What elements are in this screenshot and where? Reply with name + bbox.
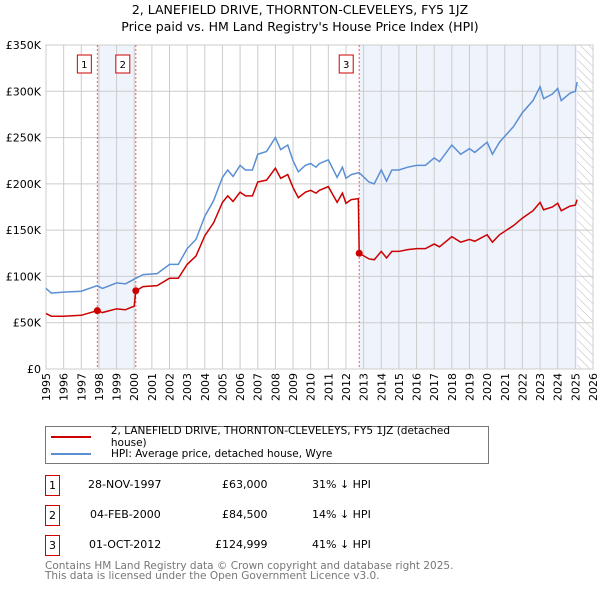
sale-date: 01-OCT-2012 <box>89 538 162 551</box>
price-chart: 1995 1996 1997 1998 1999 2000 2001 2002 2003 2004… <box>6 39 600 401</box>
hpi-line <box>45 81 578 294</box>
sale-marker-number: 1 <box>81 60 87 71</box>
sale-point <box>132 287 140 295</box>
legend: 2, LANEFIELD DRIVE, THORNTON-CLEVELEYS, … <box>45 425 489 464</box>
sale-row: 2 04-FEB-2000 £84,500 14% ↓ HPI <box>45 505 465 526</box>
x-tick-label: 2015 <box>393 373 406 401</box>
sale-marker-label: 1 <box>45 475 60 496</box>
x-tick-label: 2010 <box>305 373 318 401</box>
x-tick-label: 2008 <box>269 373 282 401</box>
footer-copyright: Contains HM Land Registry data © Crown c… <box>45 560 454 572</box>
x-tick-label: 2026 <box>587 373 600 401</box>
x-tick-label: 2025 <box>569 373 582 401</box>
x-tick-label: 2014 <box>375 373 388 401</box>
x-tick-label: 2017 <box>428 373 441 401</box>
x-tick-label: 2000 <box>128 373 141 401</box>
sale-price: £124,999 <box>215 538 268 551</box>
chart-subtitle: Price paid vs. HM Land Registry's House … <box>121 19 479 34</box>
sale-hpi-diff: 31% ↓ HPI <box>312 478 371 491</box>
x-tick-label: 2005 <box>216 373 229 401</box>
forecast-hatch <box>577 45 593 369</box>
sale-marker-label: 2 <box>45 505 60 526</box>
x-tick-label: 2020 <box>481 373 494 401</box>
y-tick-label: £350K <box>6 39 42 52</box>
chart-title: 2, LANEFIELD DRIVE, THORNTON-CLEVELEYS, … <box>131 2 469 17</box>
sale-marker-box <box>115 54 131 74</box>
x-tick-label: 2012 <box>340 373 353 401</box>
x-tick-label: 1995 <box>40 373 53 401</box>
shaded-region <box>359 45 578 369</box>
x-tick-label: 1999 <box>111 373 124 401</box>
legend-label-hpi: HPI: Average price, detached house, Wyre <box>111 448 333 460</box>
plot-border <box>45 44 594 370</box>
property-price-line <box>45 166 578 317</box>
sale-date: 04-FEB-2000 <box>90 508 161 521</box>
y-tick-label: £50K <box>13 317 42 330</box>
x-tick-label: 2024 <box>552 373 565 401</box>
sale-point <box>93 307 101 315</box>
sale-hpi-diff: 14% ↓ HPI <box>312 508 371 521</box>
x-tick-label: 2003 <box>181 373 194 401</box>
sale-marker-label: 3 <box>45 535 60 556</box>
x-tick-label: 2006 <box>234 373 247 401</box>
x-tick-label: 2001 <box>146 373 159 401</box>
x-tick-label: 2011 <box>322 373 335 401</box>
y-tick-label: £150K <box>6 224 42 237</box>
footer-licence: This data is licensed under the Open Gov… <box>45 570 380 582</box>
sale-hpi-diff: 41% ↓ HPI <box>312 538 371 551</box>
legend-swatch-property <box>51 436 91 438</box>
sale-date: 28-NOV-1997 <box>88 478 162 491</box>
y-tick-label: £300K <box>6 85 42 98</box>
x-tick-label: 2019 <box>463 373 476 401</box>
y-tick-label: £250K <box>6 132 42 145</box>
x-tick-label: 2022 <box>516 373 529 401</box>
x-tick-label: 2002 <box>164 373 177 401</box>
x-tick-label: 2021 <box>499 373 512 401</box>
x-tick-label: 1998 <box>93 373 106 401</box>
sale-marker-box <box>338 54 354 74</box>
sale-price: £84,500 <box>222 508 268 521</box>
sale-row: 3 01-OCT-2012 £124,999 41% ↓ HPI <box>45 535 465 556</box>
y-tick-label: £0 <box>27 363 41 376</box>
x-tick-label: 2016 <box>411 373 424 401</box>
x-tick-label: 2018 <box>446 373 459 401</box>
x-tick-label: 2023 <box>534 373 547 401</box>
sale-marker-box <box>76 54 92 74</box>
y-tick-label: £200K <box>6 178 42 191</box>
sale-price: £63,000 <box>222 478 268 491</box>
y-tick-label: £100K <box>6 270 42 283</box>
sale-marker-number: 3 <box>343 60 349 71</box>
x-tick-label: 2007 <box>252 373 265 401</box>
x-tick-label: 2013 <box>358 373 371 401</box>
sale-point <box>355 249 363 257</box>
legend-label-property: 2, LANEFIELD DRIVE, THORNTON-CLEVELEYS, … <box>110 425 451 449</box>
x-tick-label: 2004 <box>199 373 212 401</box>
sale-row: 1 28-NOV-1997 £63,000 31% ↓ HPI <box>45 475 465 496</box>
x-tick-label: 1996 <box>58 373 71 401</box>
legend-swatch-hpi <box>51 453 91 455</box>
x-tick-label: 1997 <box>75 373 88 401</box>
sale-marker-number: 2 <box>120 60 126 71</box>
x-tick-label: 2009 <box>287 373 300 401</box>
